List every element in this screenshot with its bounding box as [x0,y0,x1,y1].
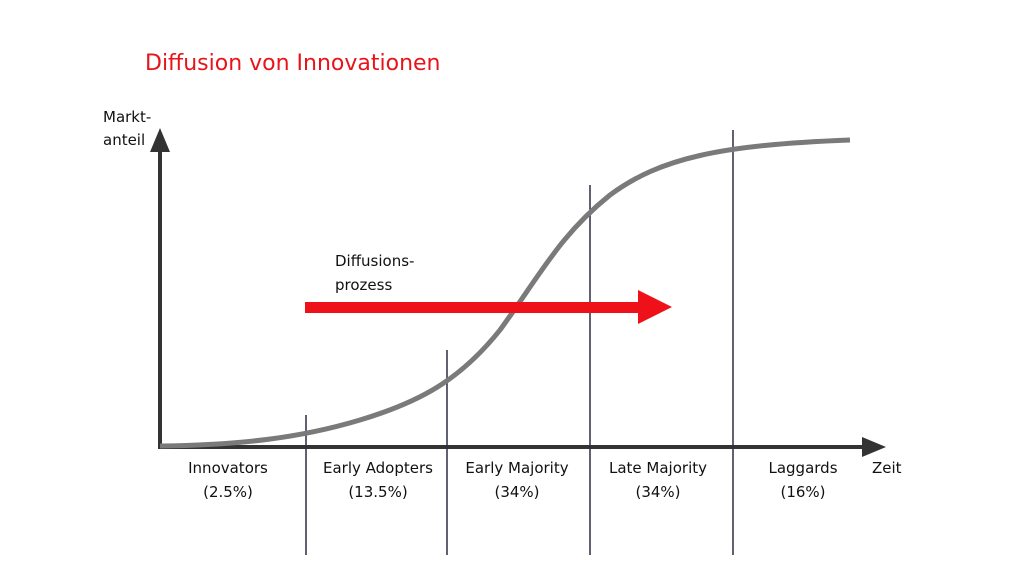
x-axis-label: Zeit [872,459,902,477]
segment-share: (34%) [494,483,539,501]
segment-name: Early Majority [465,459,568,477]
process-arrowhead [638,290,672,324]
process-arrow [305,302,645,313]
x-axis-arrowhead [862,437,886,457]
y-axis-label: anteil [103,131,145,149]
segment-name: Laggards [768,459,837,477]
segment-share: (2.5%) [203,483,253,501]
title: Diffusion von Innovationen [145,51,441,76]
segment-share: (16%) [780,483,825,501]
segment-labels: Innovators (2.5%) Early Adopters (13.5%)… [188,459,838,501]
segment-share: (13.5%) [348,483,407,501]
y-axis-arrowhead [150,128,170,152]
y-axis-label: Markt- [103,108,151,126]
segment-name: Innovators [188,459,268,477]
dividers [305,130,734,555]
segment-name: Late Majority [609,459,707,477]
arrow-label: Diffusions- [335,252,414,270]
arrow-label: prozess [335,276,392,294]
segment-share: (34%) [635,483,680,501]
segment-name: Early Adopters [323,459,433,477]
adoption-curve [159,137,851,449]
